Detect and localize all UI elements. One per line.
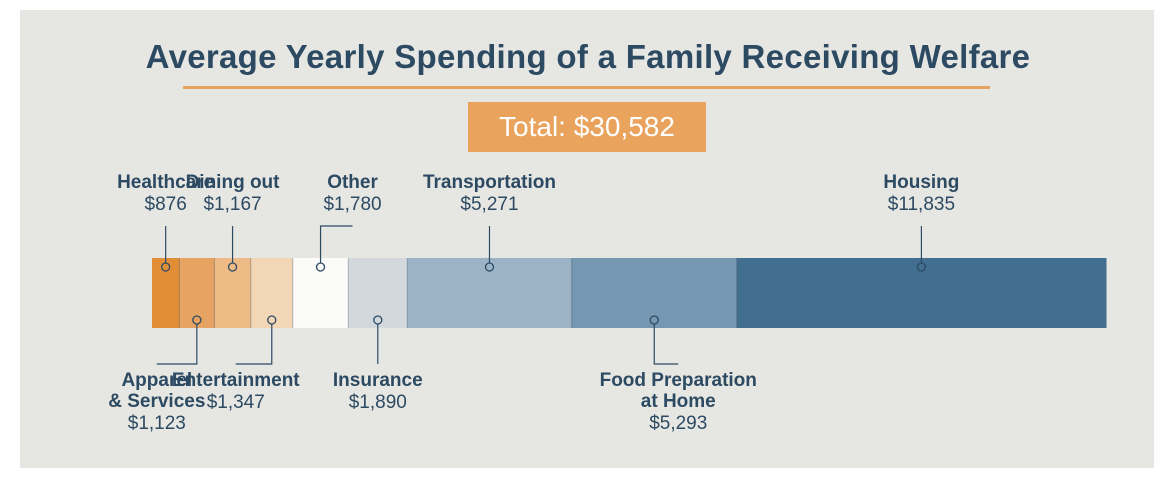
- leader-line: [653, 324, 679, 365]
- segment-label: Other $1,780: [253, 172, 453, 217]
- segment-name: Dining out: [185, 172, 280, 193]
- segment-label: Insurance $1,890: [278, 370, 478, 415]
- leader-line: [235, 324, 273, 365]
- leader-dot: [192, 315, 202, 325]
- segment-value: $5,293: [649, 413, 708, 434]
- leader-dot: [315, 262, 326, 272]
- segment-label: Dining out $1,167: [133, 172, 333, 217]
- title-underline: [183, 86, 990, 89]
- segment-name: Other: [327, 172, 378, 193]
- bar-segment-1: [179, 258, 215, 328]
- chart-title: Average Yearly Spending of a Family Rece…: [145, 38, 1031, 75]
- bar-segment-6: [407, 258, 573, 328]
- segment-label: Food Preparation at Home $5,293: [578, 370, 778, 436]
- segment-label: Healthcare $876: [66, 172, 266, 217]
- bar-segment-0: [152, 258, 180, 328]
- leader-dot: [161, 262, 171, 272]
- leader-line: [156, 324, 198, 365]
- segment-value: $5,271: [460, 194, 519, 215]
- segment-value: $1,780: [323, 194, 382, 215]
- total-badge: Total: $30,582: [468, 102, 706, 152]
- leader-dot: [227, 262, 238, 272]
- segment-value: $1,347: [206, 392, 265, 413]
- leader-dot: [916, 262, 927, 272]
- segment-value: $876: [144, 194, 187, 215]
- segment-value: $1,890: [348, 392, 407, 413]
- segment-label: Apparel & Services $1,123: [57, 370, 257, 436]
- leader-dot: [484, 262, 495, 272]
- bar-segment-3: [250, 258, 294, 328]
- segment-label: Housing $11,835: [821, 172, 1021, 217]
- segment-name: Transportation: [422, 172, 556, 193]
- segment-label: Entertainment $1,347: [136, 370, 336, 415]
- bar-segment-2: [214, 258, 252, 328]
- leader-dot: [373, 315, 383, 325]
- leader-line: [319, 225, 353, 263]
- segment-name: Entertainment: [171, 370, 300, 391]
- segment-value: $11,835: [887, 194, 956, 215]
- bar-segment-7: [571, 258, 738, 328]
- segment-name: Insurance: [332, 370, 423, 391]
- segment-value: $1,123: [127, 413, 186, 434]
- segment-label: Transportation $5,271: [389, 172, 589, 217]
- bar-segment-8: [736, 258, 1107, 328]
- leader-dot: [649, 315, 659, 325]
- bar-segment-4: [292, 258, 349, 328]
- segment-value: $1,167: [203, 194, 262, 215]
- segment-name: Healthcare: [117, 172, 215, 193]
- bar-segment-5: [348, 258, 408, 328]
- leader-dot: [267, 315, 277, 325]
- segment-name: Food Preparation at Home: [599, 370, 757, 412]
- segment-name: Apparel & Services: [108, 370, 206, 412]
- segment-name: Housing: [883, 172, 960, 193]
